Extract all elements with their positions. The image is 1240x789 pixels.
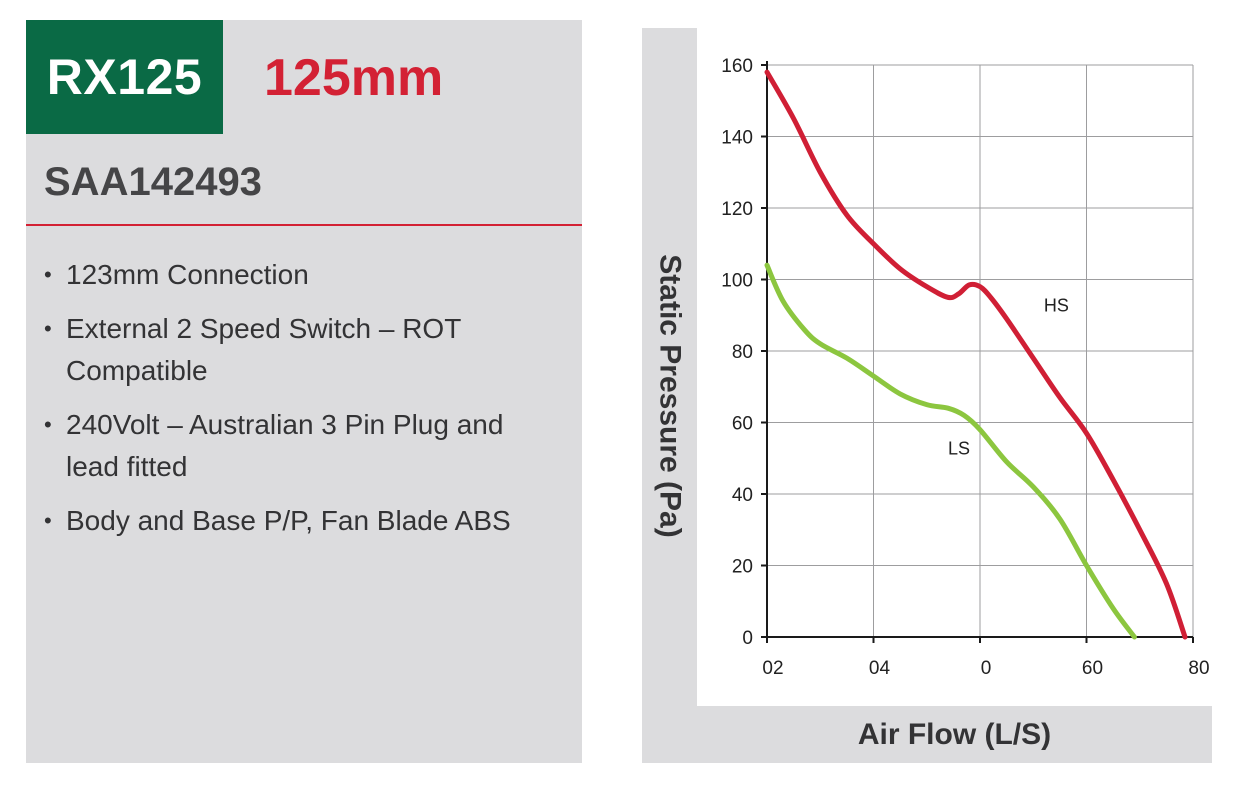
product-code: SAA142493 — [44, 160, 262, 204]
x-tick-label: 60 — [1082, 658, 1103, 679]
series-line-ls — [764, 262, 1137, 640]
series-label-ls: LS — [948, 439, 970, 459]
x-tick-label: 02 — [762, 658, 783, 679]
x-tick-label: 04 — [869, 658, 891, 679]
model-badge: RX125 — [26, 20, 223, 134]
product-info-panel: RX125 125mm SAA142493 • 123mm Connection … — [26, 20, 582, 763]
y-tick-label: 80 — [732, 342, 753, 363]
bullet-icon: • — [44, 412, 52, 437]
model-name: RX125 — [46, 49, 203, 105]
plot-background — [697, 28, 1212, 706]
bullet-icon: • — [44, 262, 52, 287]
series-label-hs: HS — [1044, 296, 1069, 316]
feature-item: • External 2 Speed Switch – ROT Compatibl… — [44, 308, 564, 392]
y-tick-label: 0 — [742, 628, 753, 649]
y-tick-label: 120 — [721, 199, 753, 220]
y-tick-label: 160 — [721, 56, 753, 77]
y-tick-label: 20 — [732, 557, 753, 578]
feature-text: External 2 Speed Switch – ROT Compatible — [66, 313, 461, 386]
feature-list: • 123mm Connection • External 2 Speed Swit… — [44, 254, 564, 554]
product-size: 125mm — [264, 49, 444, 107]
feature-text: 240Volt – Australian 3 Pin Plug and lead… — [66, 409, 504, 482]
series-line-hs — [764, 69, 1188, 640]
feature-item: • Body and Base P/P, Fan Blade ABS — [44, 500, 564, 542]
y-tick-label: 100 — [721, 271, 753, 292]
x-axis-title: Air Flow (L/S) — [857, 717, 1052, 751]
feature-text: 123mm Connection — [66, 259, 309, 290]
bullet-icon: • — [44, 316, 52, 341]
bullet-icon: • — [44, 508, 52, 533]
y-tick-label: 140 — [721, 128, 753, 149]
x-tick-label: 0 — [981, 658, 992, 679]
feature-text: Body and Base P/P, Fan Blade ABS — [66, 505, 511, 536]
divider — [26, 224, 582, 226]
x-tick-label: 80 — [1188, 658, 1209, 679]
feature-item: • 123mm Connection — [44, 254, 564, 296]
feature-item: • 240Volt – Australian 3 Pin Plug and lea… — [44, 404, 564, 488]
y-tick-label: 60 — [732, 414, 753, 435]
y-tick-label: 40 — [732, 485, 753, 506]
